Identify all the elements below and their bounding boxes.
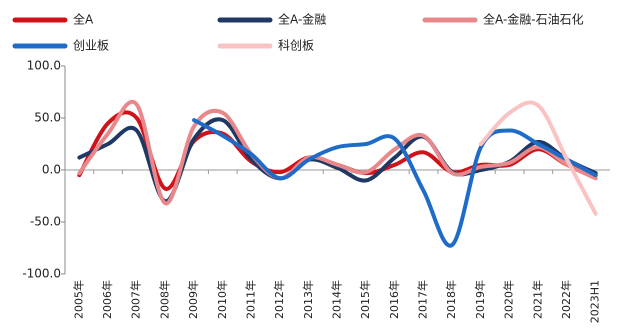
legend-label: 全A-金融: [278, 12, 326, 27]
y-tick-label: -50.0: [30, 215, 61, 229]
x-tick-label: 2007年: [129, 280, 143, 319]
x-tick-label: 2011年: [243, 280, 257, 319]
x-tick-label: 2006年: [100, 280, 114, 319]
x-tick-label: 2015年: [358, 280, 372, 319]
x-tick-label: 2016年: [387, 280, 401, 319]
x-tick-label: 2022年: [559, 280, 573, 319]
x-tick-label: 2009年: [186, 280, 200, 319]
y-tick-label: 0.0: [42, 163, 61, 177]
x-tick-label: 2018年: [444, 280, 458, 319]
y-tick-label: 100.0: [27, 59, 61, 73]
x-tick-label: 2008年: [157, 280, 171, 319]
x-tick-label: 2005年: [71, 280, 85, 319]
x-tick-label: 2023H1: [589, 280, 602, 323]
x-tick-label: 2020年: [502, 280, 516, 319]
x-tick-label: 2012年: [272, 280, 286, 319]
legend-label: 创业板: [73, 39, 109, 53]
y-tick-label: -100.0: [22, 267, 61, 281]
series-line: [77, 99, 598, 206]
y-tick-label: 50.0: [34, 111, 61, 125]
series-line: [192, 118, 598, 248]
legend-label: 全A: [73, 12, 94, 27]
x-tick-label: 2014年: [330, 280, 344, 319]
x-tick-label: 2021年: [530, 280, 544, 319]
series-line: [478, 100, 598, 216]
legend-label: 科创板: [278, 39, 314, 53]
x-tick-label: 2013年: [301, 280, 315, 319]
x-tick-label: 2017年: [416, 280, 430, 319]
legend-label: 全A-金融-石油石化: [483, 12, 584, 27]
x-tick-label: 2019年: [473, 280, 487, 319]
x-tick-label: 2010年: [215, 280, 229, 319]
